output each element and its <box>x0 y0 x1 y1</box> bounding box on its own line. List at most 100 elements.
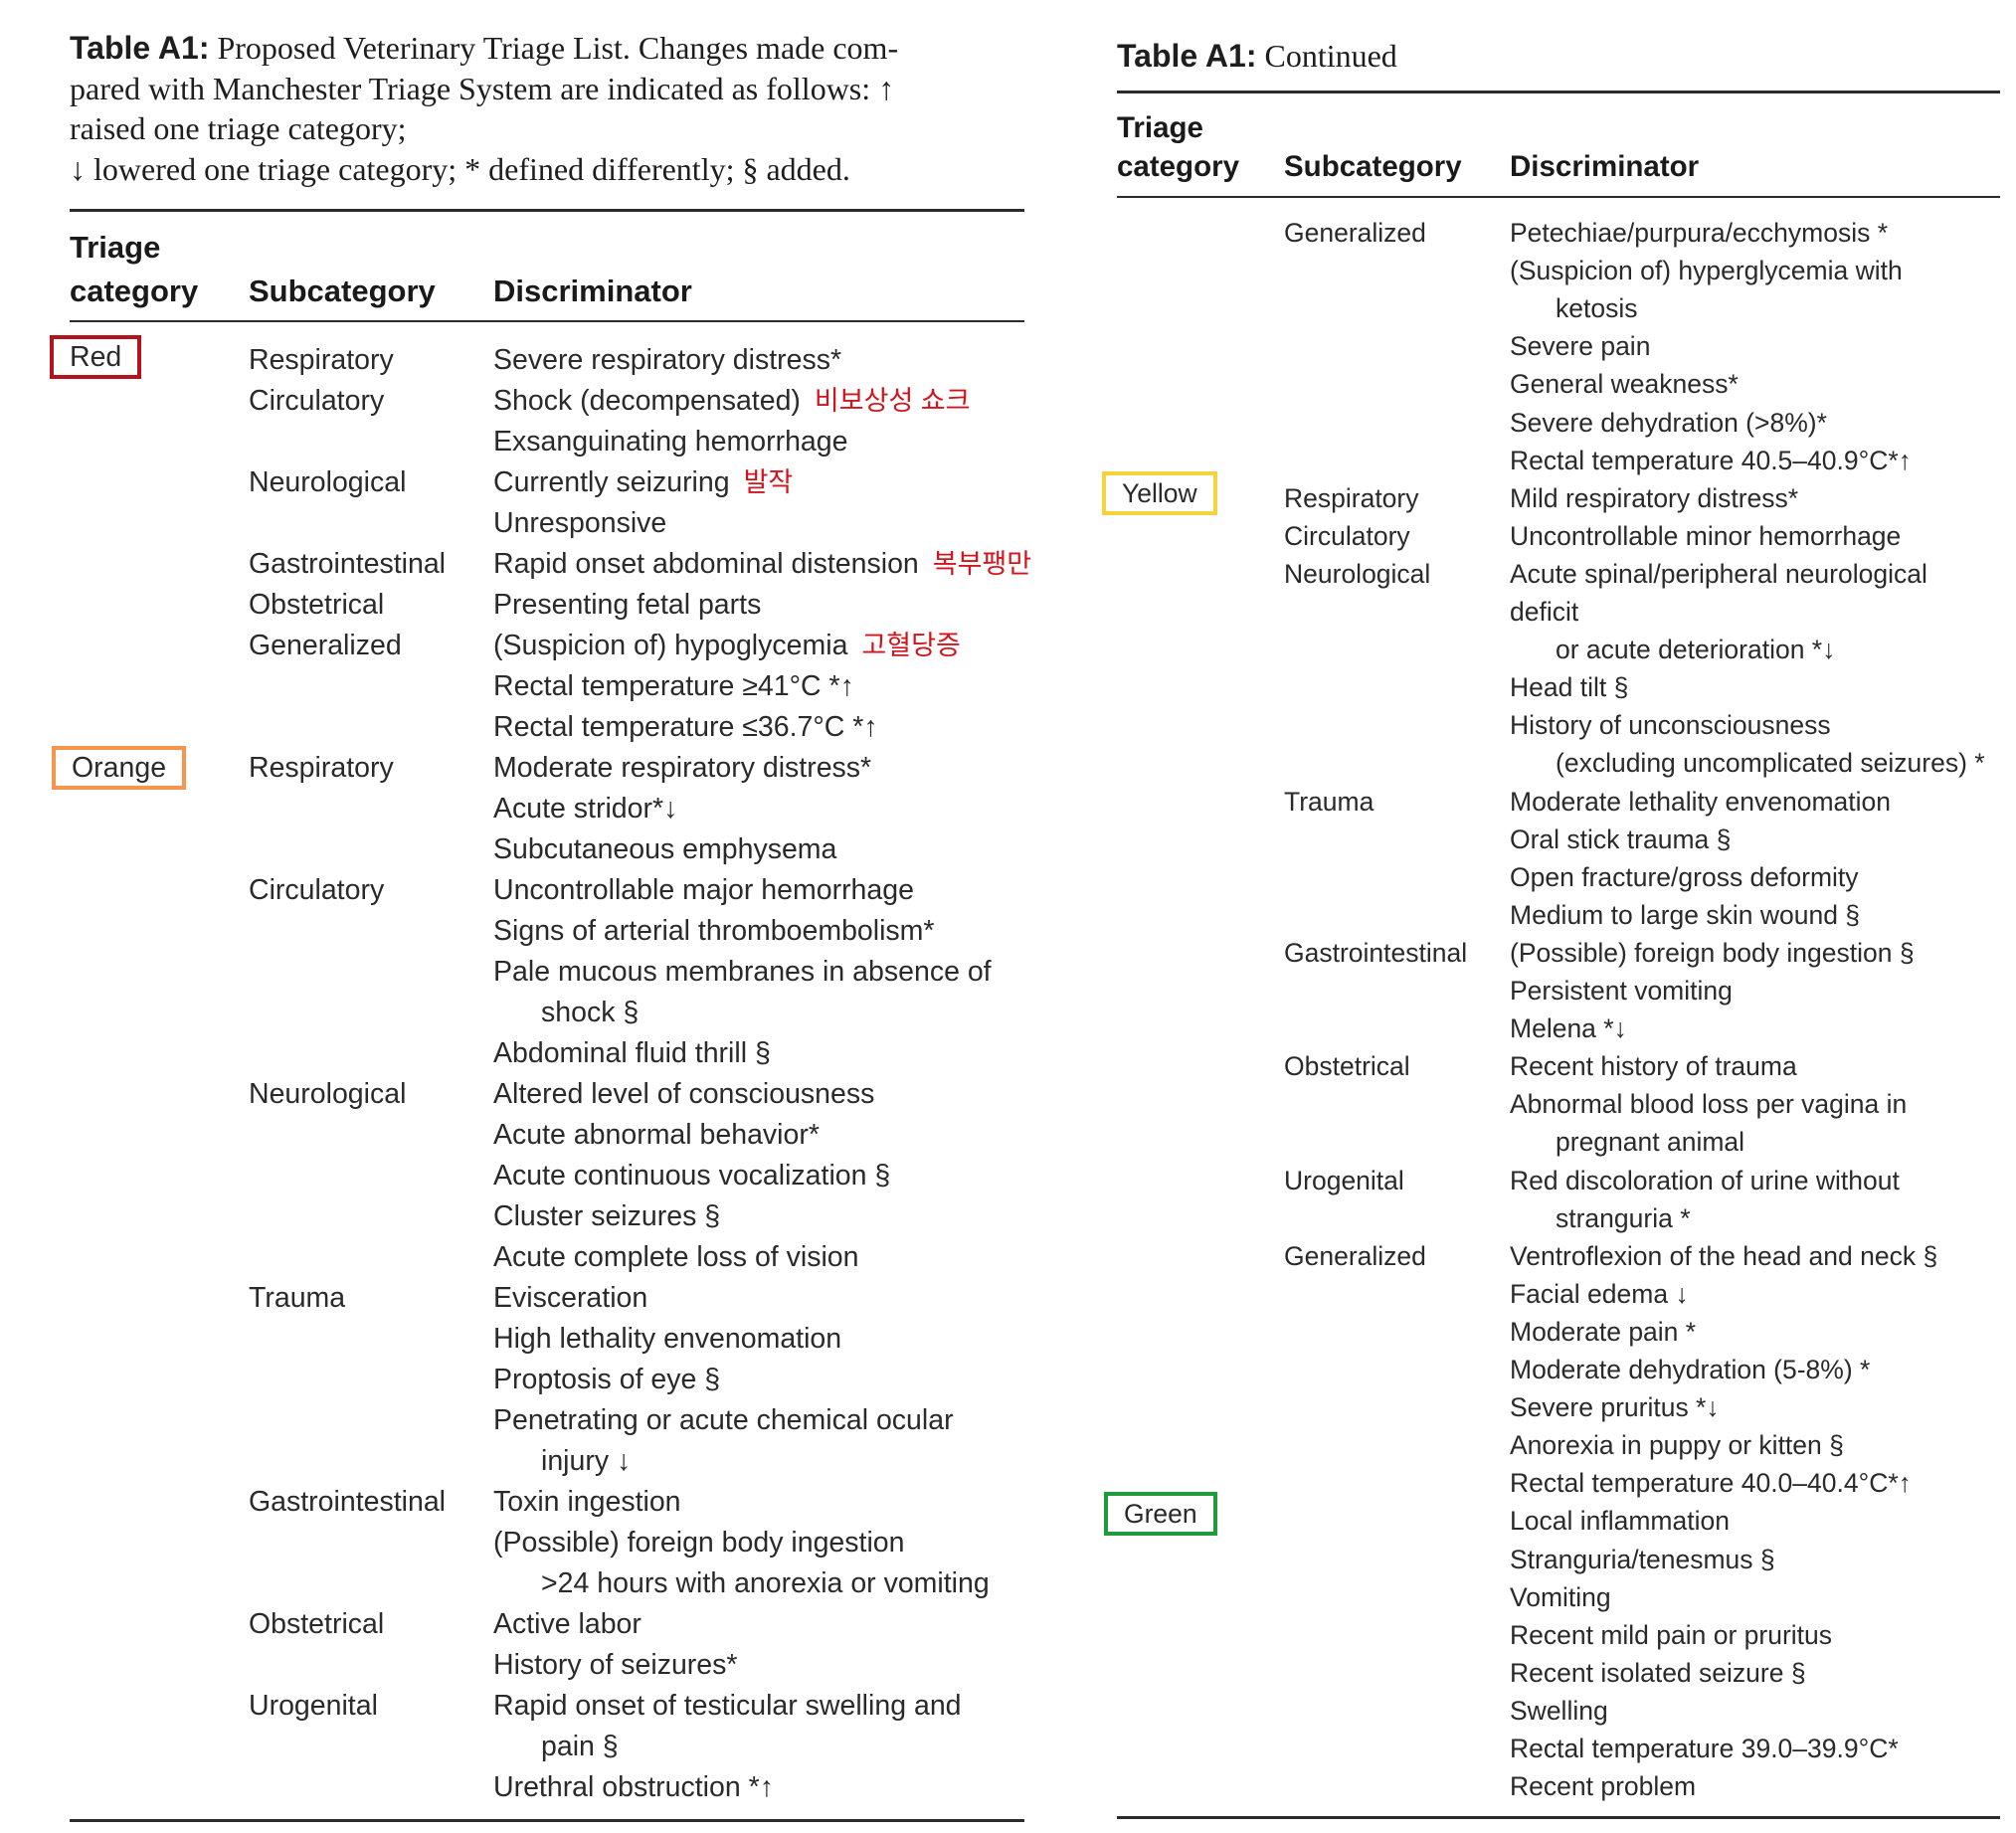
table-row: Anorexia in puppy or kitten § <box>1094 1425 2016 1466</box>
discriminator-cell: High lethality envenomation <box>493 1319 841 1360</box>
discriminator-cell: Toxin ingestion <box>493 1482 681 1523</box>
discriminator-text: Proptosis of eye § <box>493 1364 721 1395</box>
discriminator-cell: Penetrating or acute chemical ocular <box>493 1400 954 1441</box>
discriminator-cell: Anorexia in puppy or kitten § <box>1510 1425 1844 1466</box>
table-row: Respiratory Mild respiratory distress* <box>1094 478 2016 519</box>
discriminator-cell: pregnant animal <box>1556 1122 1744 1163</box>
header-subcategory: Subcategory <box>249 274 436 308</box>
discriminator-cell: Rapid onset of testicular swelling and <box>493 1686 962 1727</box>
table-row: Neurological Altered level of consciousne… <box>0 1074 1094 1115</box>
discriminator-text: Unresponsive <box>493 507 667 539</box>
bottom-rule <box>70 1819 1024 1822</box>
discriminator-text: Active labor <box>493 1608 641 1640</box>
subcategory-cell: Gastrointestinal <box>249 548 447 580</box>
category-yellow: Yellow <box>1102 471 1217 515</box>
discriminator-cell: Recent isolated seizure § <box>1510 1653 1806 1694</box>
discriminator-cell: Severe pruritus *↓ <box>1510 1387 1720 1428</box>
table-row: Neurological Acute spinal/peripheral neur… <box>1094 554 2016 595</box>
caption-label: Table A1: <box>70 30 210 66</box>
discriminator-text: Melena *↓ <box>1510 1013 1627 1044</box>
discriminator-text: Moderate pain * <box>1510 1316 1697 1347</box>
discriminator-text: Rectal temperature ≥41°C *↑ <box>493 670 854 702</box>
discriminator-cell: Acute complete loss of vision <box>493 1237 859 1278</box>
discriminator-cell: Stranguria/tenesmus § <box>1510 1540 1775 1580</box>
discriminator-cell: Moderate dehydration (5-8%) * <box>1510 1350 1870 1390</box>
discriminator-text: Moderate dehydration (5-8%) * <box>1510 1355 1871 1384</box>
discriminator-cell: Recent problem <box>1510 1766 1696 1807</box>
discriminator-cell: Cluster seizures § <box>493 1196 720 1237</box>
discriminator-cell: injury ↓ <box>541 1441 631 1482</box>
discriminator-cell: (Possible) foreign body ingestion § <box>1510 933 1915 974</box>
discriminator-text: Stranguria/tenesmus § <box>1510 1544 1775 1574</box>
discriminator-cell: deficit <box>1510 592 1578 633</box>
discriminator-cell: (Possible) foreign body ingestion <box>493 1523 905 1563</box>
table-row: Recent isolated seizure § <box>1094 1653 2016 1694</box>
discriminator-cell: Petechiae/purpura/ecchymosis * <box>1510 213 1888 254</box>
header-discriminator: Discriminator <box>1510 150 1700 183</box>
discriminator-cell: Melena *↓ <box>1510 1008 1627 1049</box>
table-row: Proptosis of eye § <box>0 1360 1094 1400</box>
table-row: Vomiting <box>1094 1577 2016 1618</box>
table-row: Urogenital Rapid onset of testicular swel… <box>0 1686 1094 1727</box>
discriminator-cell: Signs of arterial thromboembolism* <box>493 911 935 952</box>
discriminator-cell: Mild respiratory distress* <box>1510 478 1798 519</box>
discriminator-cell: Uncontrollable minor hemorrhage <box>1510 516 1901 557</box>
subcategory-cell: Circulatory <box>1284 520 1410 551</box>
discriminator-text: Medium to large skin wound § <box>1510 899 1861 930</box>
header-category: category <box>1117 150 1239 183</box>
table-row: Medium to large skin wound § <box>1094 895 2016 936</box>
table-row: History of seizures* <box>0 1645 1094 1686</box>
discriminator-cell: Unresponsive <box>493 503 666 544</box>
table-row: stranguria * <box>1094 1198 2016 1239</box>
table-row: Gastrointestinal Rapid onset abdominal di… <box>0 544 1094 585</box>
table-row: General weakness* <box>1094 364 2016 405</box>
discriminator-text: Rectal temperature ≤36.7°C *↑ <box>493 711 878 743</box>
table-row: Rectal temperature ≥41°C *↑ <box>0 666 1094 707</box>
table-row: Rectal temperature ≤36.7°C *↑ <box>0 707 1094 748</box>
table-row: Penetrating or acute chemical ocular <box>0 1400 1094 1441</box>
discriminator-cell: Moderate lethality envenomation <box>1510 782 1891 823</box>
caption-line: raised one triage category; <box>70 110 407 146</box>
discriminator-text: Recent isolated seizure § <box>1510 1657 1806 1688</box>
table-caption: Table A1: Proposed Veterinary Triage Lis… <box>70 28 1054 189</box>
discriminator-cell: Medium to large skin wound § <box>1510 895 1860 936</box>
discriminator-text: Uncontrollable minor hemorrhage <box>1510 520 1902 551</box>
table-row: Abdominal fluid thrill § <box>0 1033 1094 1074</box>
discriminator-cell: Severe pain <box>1510 326 1650 367</box>
table-row: History of unconsciousness <box>1094 705 2016 746</box>
discriminator-cell: Vomiting <box>1510 1577 1611 1618</box>
table-row: Generalized Petechiae/purpura/ecchymosis … <box>1094 213 2016 254</box>
discriminator-text: Rectal temperature 39.0–39.9°C* <box>1510 1734 1899 1763</box>
subcategory-cell: Neurological <box>249 1078 407 1110</box>
discriminator-text: >24 hours with anorexia or vomiting <box>541 1567 990 1599</box>
discriminator-text: Recent problem <box>1510 1771 1697 1802</box>
discriminator-text: Recent mild pain or pruritus <box>1510 1619 1833 1650</box>
caption-line: pared with Manchester Triage System are … <box>70 70 895 106</box>
table-row: Trauma Evisceration <box>0 1278 1094 1319</box>
header-subcategory: Subcategory <box>1284 150 1462 183</box>
table-row: pregnant animal <box>1094 1122 2016 1163</box>
table-row: Moderate dehydration (5-8%) * <box>1094 1350 2016 1390</box>
subcategory-cell: Trauma <box>249 1282 346 1314</box>
category-green: Green <box>1104 1492 1217 1536</box>
table-row: Acute abnormal behavior* <box>0 1115 1094 1156</box>
top-rule <box>1117 91 2000 93</box>
discriminator-cell: Rectal temperature 40.5–40.9°C*↑ <box>1510 441 1912 481</box>
discriminator-cell: Rectal temperature ≥41°C *↑ <box>493 666 854 707</box>
discriminator-text: Rapid onset abdominal distension <box>493 548 919 580</box>
discriminator-cell: pain § <box>541 1727 619 1767</box>
discriminator-text: Severe pruritus *↓ <box>1510 1392 1720 1423</box>
discriminator-cell: Exsanguinating hemorrhage <box>493 422 848 462</box>
korean-annotation: 발작 <box>743 467 794 497</box>
table-row: Head tilt § <box>1094 667 2016 708</box>
discriminator-text: Moderate respiratory distress* <box>493 752 872 784</box>
discriminator-text: Head tilt § <box>1510 672 1629 703</box>
table-row: Urogenital Red discoloration of urine wit… <box>1094 1161 2016 1201</box>
table-row: Facial edema ↓ <box>1094 1274 2016 1315</box>
discriminator-text: Severe dehydration (>8%)* <box>1510 407 1827 438</box>
table-row: Circulatory Shock (decompensated) 비보상성 쇼크 <box>0 381 1094 422</box>
discriminator-cell: History of seizures* <box>493 1645 738 1686</box>
discriminator-text: Acute spinal/peripheral neurological <box>1510 558 1927 589</box>
table-row: Persistent vomiting <box>1094 971 2016 1011</box>
discriminator-cell: Persistent vomiting <box>1510 971 1733 1011</box>
